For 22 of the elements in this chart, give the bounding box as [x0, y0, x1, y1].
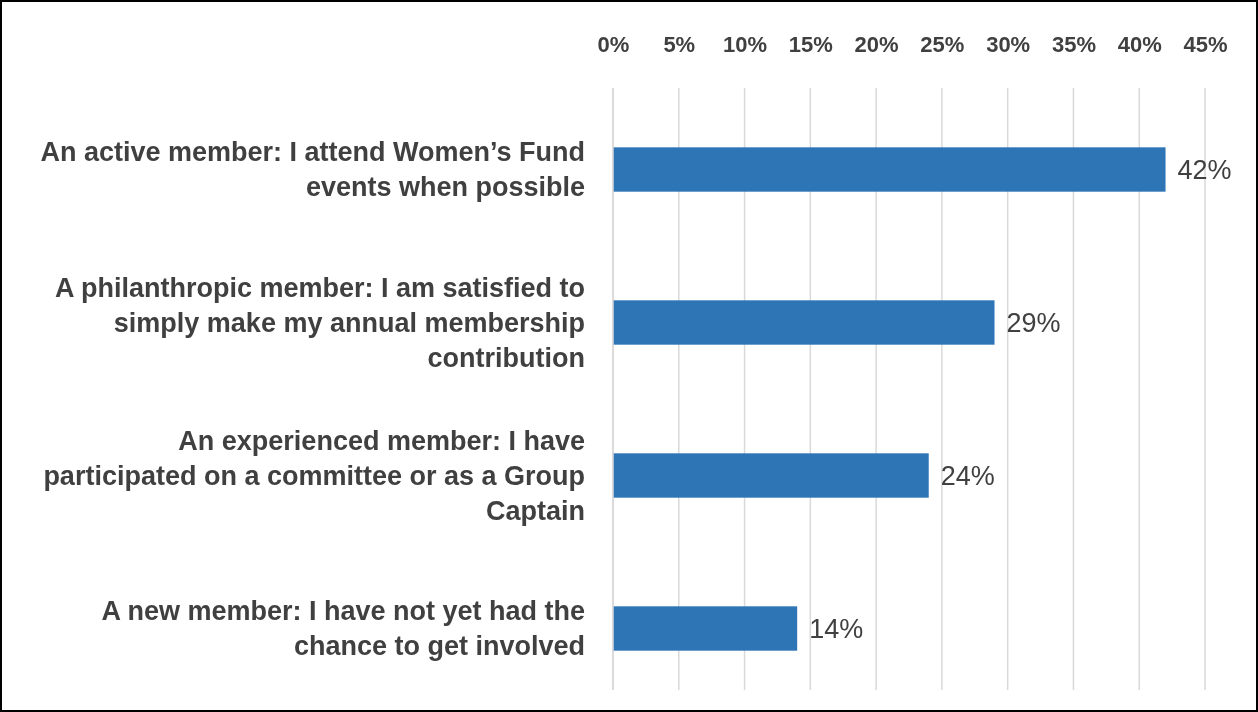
y-tick-label: An experienced member: I have participated on a committee or as a Group Captain	[43, 425, 585, 526]
x-tick-label: 40%	[1117, 32, 1162, 57]
bar	[613, 147, 1166, 192]
x-tick-label: 15%	[788, 32, 833, 57]
x-tick-label: 30%	[986, 32, 1031, 57]
bar	[613, 453, 929, 498]
bar	[613, 300, 995, 345]
x-tick-label: 35%	[1051, 32, 1096, 57]
bar	[613, 606, 798, 651]
data-label: 14%	[809, 613, 864, 644]
x-tick-label: 0%	[597, 32, 630, 57]
data-label: 29%	[1006, 307, 1061, 338]
x-tick-label: 45%	[1183, 32, 1228, 57]
y-tick-label: A philanthropic member: I am satisfied to simply make my annual membership contribution	[54, 272, 585, 373]
x-tick-label: 25%	[920, 32, 965, 57]
data-label: 24%	[940, 460, 995, 491]
data-label: 42%	[1177, 154, 1232, 185]
x-tick-label: 10%	[723, 32, 768, 57]
y-tick-label: A new member: I have not yet had the chance to get involved	[101, 596, 585, 661]
x-tick-label: 20%	[854, 32, 899, 57]
x-tick-label: 5%	[663, 32, 696, 57]
y-tick-label: An active member: I attend Women’s Fund events when possible	[40, 137, 585, 202]
